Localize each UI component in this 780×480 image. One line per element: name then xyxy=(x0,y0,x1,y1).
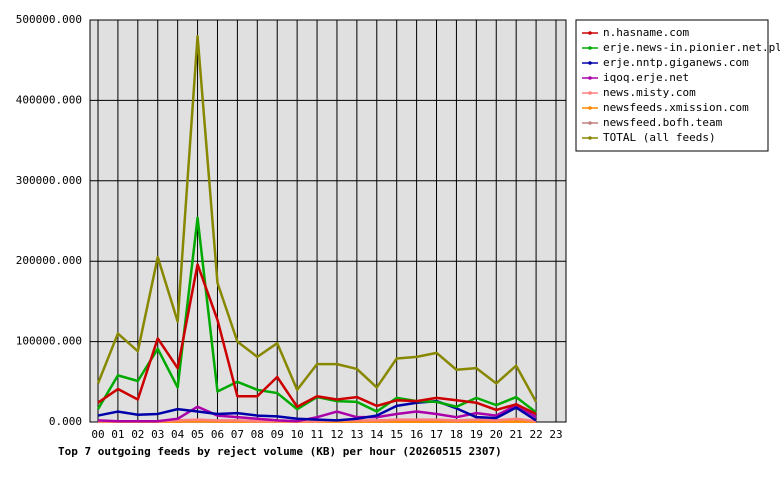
legend-marker xyxy=(588,136,592,140)
plot-area xyxy=(89,19,567,423)
x-tick-label: 06 xyxy=(211,428,224,441)
x-tick-label: 19 xyxy=(470,428,483,441)
x-tick-label: 20 xyxy=(490,428,503,441)
x-tick-label: 21 xyxy=(510,428,523,441)
y-tick-label: 200000.000 xyxy=(16,254,82,267)
x-tick-label: 15 xyxy=(390,428,403,441)
x-tick-label: 09 xyxy=(271,428,284,441)
x-tick-label: 13 xyxy=(350,428,363,441)
x-tick-label: 05 xyxy=(191,428,204,441)
x-tick-label: 16 xyxy=(410,428,423,441)
x-tick-label: 12 xyxy=(330,428,343,441)
legend-label: erje.news-in.pionier.net.pl xyxy=(603,41,780,54)
x-tick-label: 17 xyxy=(430,428,443,441)
x-tick-label: 02 xyxy=(131,428,144,441)
series-line xyxy=(97,399,537,422)
legend-marker xyxy=(588,31,592,35)
legend-marker xyxy=(588,106,592,110)
x-tick-label: 10 xyxy=(291,428,304,441)
y-tick-label: 500000.000 xyxy=(16,13,82,26)
legend-marker xyxy=(588,46,592,50)
chart-title: Top 7 outgoing feeds by reject volume (K… xyxy=(58,445,502,458)
legend-label: n.hasname.com xyxy=(603,26,689,39)
legend-label: newsfeeds.xmission.com xyxy=(603,101,749,114)
legend-label: news.misty.com xyxy=(603,86,696,99)
y-tick-label: 0.000 xyxy=(49,415,82,428)
series-line xyxy=(97,263,537,416)
x-tick-label: 14 xyxy=(370,428,384,441)
y-tick-label: 300000.000 xyxy=(16,174,82,187)
legend-label: newsfeed.bofh.team xyxy=(603,116,723,129)
legend-box xyxy=(575,19,769,152)
x-tick-label: 08 xyxy=(251,428,264,441)
x-tick-label: 04 xyxy=(171,428,185,441)
x-tick-label: 00 xyxy=(91,428,104,441)
x-tick-label: 03 xyxy=(151,428,164,441)
x-tick-label: 01 xyxy=(111,428,124,441)
legend-marker xyxy=(588,76,592,80)
legend-label: erje.nntp.giganews.com xyxy=(603,56,749,69)
x-tick-label: 07 xyxy=(231,428,244,441)
legend-label: TOTAL (all feeds) xyxy=(603,131,716,144)
series-line xyxy=(96,34,538,403)
x-tick-label: 18 xyxy=(450,428,463,441)
legend-marker xyxy=(588,61,592,65)
series-line xyxy=(97,403,537,423)
x-tick-label: 23 xyxy=(549,428,562,441)
y-tick-label: 400000.000 xyxy=(16,93,82,106)
y-tick-label: 100000.000 xyxy=(16,335,82,348)
legend-marker xyxy=(588,91,592,95)
legend-marker xyxy=(588,121,592,125)
x-tick-label: 22 xyxy=(529,428,542,441)
x-tick-label: 11 xyxy=(310,428,323,441)
legend-label: iqoq.erje.net xyxy=(603,71,689,84)
